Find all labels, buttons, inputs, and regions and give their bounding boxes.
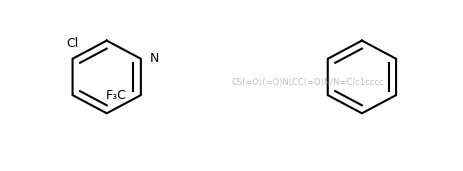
- Text: F₃C: F₃C: [106, 89, 127, 102]
- Text: Cl: Cl: [66, 37, 79, 50]
- Text: N: N: [150, 52, 159, 65]
- Text: CS(=O)(=O)N(CC(=O)N/N=C/c1cccc: CS(=O)(=O)N(CC(=O)N/N=C/c1cccc: [232, 78, 384, 88]
